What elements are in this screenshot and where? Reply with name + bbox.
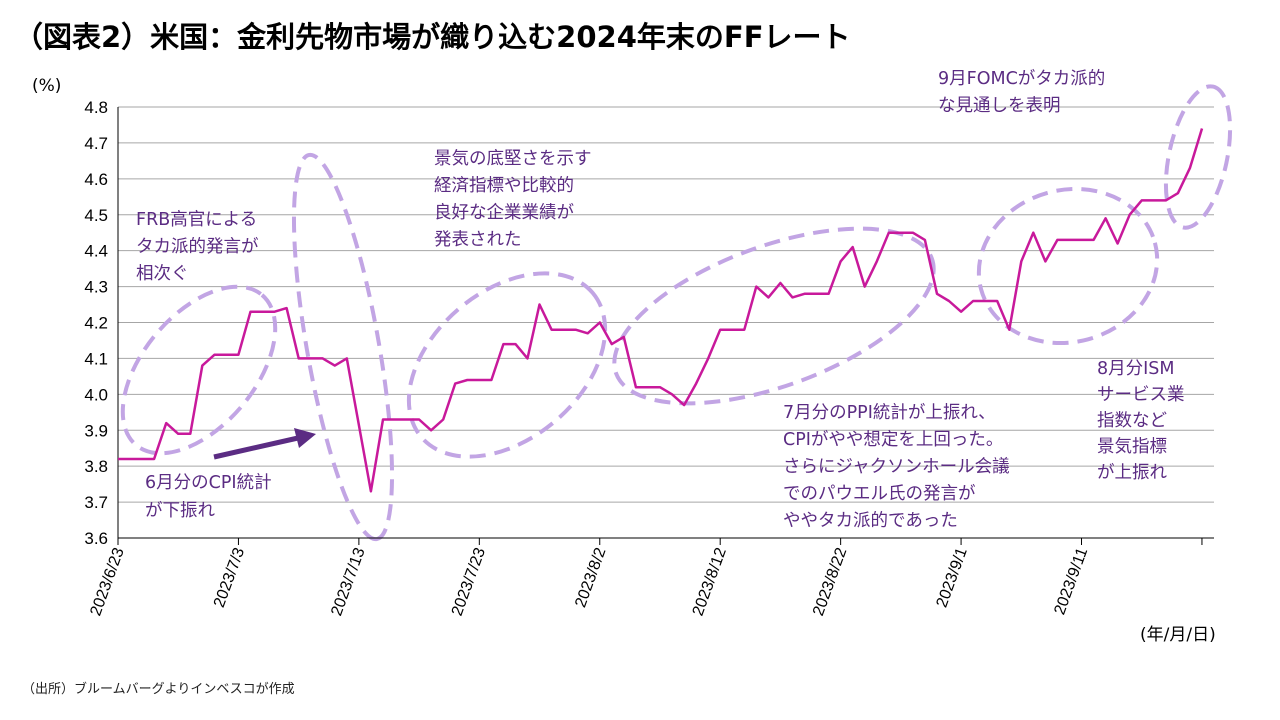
x-axis-ticks: 2023/6/23 2023/7/3 2023/7/13 2023/7/23 2023/… bbox=[87, 545, 1091, 618]
y-tick-label: 3.8 bbox=[84, 457, 108, 476]
x-tick-label: 2023/8/12 bbox=[690, 545, 730, 618]
y-tick-label: 4.3 bbox=[84, 278, 108, 297]
highlight-ellipse bbox=[120, 284, 278, 456]
y-unit-label: (%) bbox=[32, 76, 61, 96]
highlight-ellipse bbox=[612, 226, 936, 406]
y-tick-label: 4.8 bbox=[84, 98, 108, 117]
axes bbox=[117, 107, 1214, 545]
annotation-line: 9月FOMCがタカ派的 bbox=[938, 69, 1105, 89]
x-tick-label: 2023/8/22 bbox=[810, 545, 850, 618]
annotation-line: 6月分のCPI統計 bbox=[145, 473, 272, 493]
annotation-line: 7月分のPPI統計が上振れ、 bbox=[783, 403, 996, 423]
annotation-line: な見通しを表明 bbox=[938, 96, 1061, 116]
series-group bbox=[118, 128, 1204, 493]
y-tick-label: 4.1 bbox=[84, 349, 108, 368]
annotation-line: CPIがやや想定を上回った。 bbox=[783, 430, 1003, 450]
y-tick-label: 3.9 bbox=[84, 421, 108, 440]
highlight-ellipse bbox=[1163, 84, 1233, 230]
x-tick-label: 2023/7/13 bbox=[328, 545, 368, 618]
y-tick-label: 4.2 bbox=[84, 314, 108, 333]
annotation-line: 景気の底堅さを示す bbox=[434, 149, 592, 169]
x-tick-label: 2023/9/1 bbox=[934, 545, 971, 609]
arrow-group bbox=[213, 428, 316, 460]
y-axis-ticks: 3.6 3.7 3.8 3.9 4.0 4.1 4.2 4.3 4.4 4.5 4.6 4.7 4.8 bbox=[84, 98, 108, 548]
y-tick-label: 3.7 bbox=[84, 493, 108, 512]
highlight-ellipses bbox=[120, 84, 1233, 542]
y-tick-label: 4.0 bbox=[84, 385, 108, 404]
x-tick-label: 2023/7/23 bbox=[449, 545, 489, 618]
highlight-ellipse bbox=[976, 186, 1160, 346]
annotation-line: でのパウエル氏の発言が bbox=[783, 484, 976, 504]
chart-title: （図表2）米国：金利先物市場が織り込む2024年末のFFレート bbox=[14, 20, 851, 54]
x-tick-label: 2023/6/23 bbox=[87, 545, 127, 618]
series-line bbox=[118, 128, 1204, 493]
arrow-head bbox=[294, 428, 316, 448]
y-tick-label: 4.5 bbox=[84, 206, 108, 225]
annotation-line: タカ派的発言が bbox=[136, 237, 259, 257]
y-tick-label: 4.4 bbox=[84, 242, 108, 261]
annotation-line: 経済指標や比較的 bbox=[434, 176, 574, 196]
y-tick-label: 3.6 bbox=[84, 529, 108, 548]
x-tick-label: 2023/7/3 bbox=[211, 545, 248, 609]
annotation-line: ややタカ派的であった bbox=[783, 511, 958, 531]
annotation-line: サービス業 bbox=[1097, 385, 1185, 405]
annotation-line: FRB高官による bbox=[136, 210, 257, 230]
annotation-line: 景気指標 bbox=[1097, 437, 1167, 457]
y-tick-label: 4.7 bbox=[84, 134, 108, 153]
arrow-shaft bbox=[213, 435, 299, 460]
x-tick-label: 2023/8/2 bbox=[572, 545, 609, 609]
highlight-ellipse bbox=[406, 271, 608, 459]
highlight-ellipse bbox=[291, 152, 395, 542]
annotation-line: が上振れ bbox=[1097, 463, 1167, 483]
y-tick-label: 4.6 bbox=[84, 170, 108, 189]
annotation-line: 発表された bbox=[434, 230, 522, 250]
annotation-line: 良好な企業業績が bbox=[434, 203, 574, 223]
annotation-line: が下振れ bbox=[145, 501, 215, 521]
x-unit-label: (年/月/日) bbox=[1140, 625, 1216, 645]
annotation-line: 相次ぐ bbox=[136, 264, 189, 284]
annotation-line: さらにジャクソンホール会議 bbox=[783, 457, 1010, 477]
source-note: （出所）ブルームバーグよりインベスコが作成 bbox=[22, 682, 295, 697]
annotation-line: 8月分ISM bbox=[1097, 359, 1175, 379]
annotation-line: 指数など bbox=[1097, 411, 1167, 431]
x-tick-label: 2023/9/11 bbox=[1051, 545, 1091, 617]
